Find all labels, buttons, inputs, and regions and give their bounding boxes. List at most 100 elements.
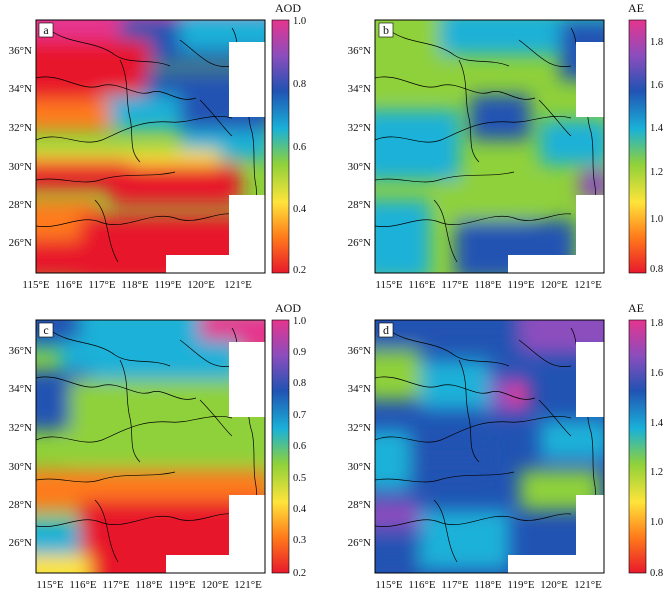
map-borders-c — [36, 327, 265, 569]
y-tick-label: 32°N — [9, 122, 32, 134]
x-axis-c: 115°E 116°E 117°E 118°E 119°E 120°E 121°… — [36, 579, 262, 591]
panel-tag: d — [383, 323, 389, 337]
y-tick-label: 26°N — [9, 537, 32, 549]
colorbar-title: AOD — [275, 301, 301, 315]
colorbar-tick: 0.2 — [293, 265, 306, 276]
colorbar-tick: 1.2 — [650, 167, 663, 178]
colorbar-title: AE — [628, 1, 644, 15]
colorbar-tick: 1.6 — [650, 80, 663, 91]
y-tick-label: 34°N — [348, 83, 371, 95]
x-tick-label: 115°E — [375, 579, 402, 591]
colorbar-c: AOD 1.0 0.9 0.8 0.7 0.6 0.5 0.4 0.3 0.2 — [271, 301, 307, 579]
colorbar-tick: 1.0 — [650, 214, 663, 225]
x-axis-a: 115°E 116°E 117°E 118°E 119°E 120°E 121°… — [22, 279, 252, 291]
x-axis-d: 115°E 116°E 117°E 118°E 119°E 120°E 121°… — [375, 579, 602, 591]
panel-tag: a — [43, 23, 49, 37]
x-tick-label: 116°E — [69, 579, 96, 591]
x-tick-label: 119°E — [168, 579, 195, 591]
colorbar-tick: 1.0 — [293, 316, 306, 327]
panel-b: b 115°E 116°E 117°E 118°E 119°E 120°E 12… — [348, 1, 664, 291]
colorbar-d: AE 1.8 1.6 1.4 1.2 1.0 0.8 — [628, 301, 664, 579]
x-tick-label: 116°E — [55, 279, 82, 291]
y-tick-label: 26°N — [9, 237, 32, 249]
x-tick-label: 121°E — [234, 579, 262, 591]
panel-tag-box — [38, 22, 54, 38]
y-tick-label: 28°N — [348, 199, 371, 211]
colorbar-gradient — [271, 19, 290, 274]
panel-c: c 115°E 116°E 117°E 118°E 119°E 120°E 12… — [9, 301, 307, 591]
colorbar-tick: 1.8 — [650, 318, 663, 329]
colorbar-tick: 0.8 — [650, 264, 663, 275]
colorbar-tick: 0.3 — [293, 535, 306, 546]
panel-tag: c — [43, 323, 48, 337]
colorbar-tick: 0.8 — [293, 79, 306, 90]
x-tick-label: 119°E — [507, 279, 534, 291]
y-tick-label: 28°N — [348, 499, 371, 511]
y-tick-label: 34°N — [9, 383, 32, 395]
y-tick-label: 28°N — [9, 499, 32, 511]
colorbar-gradient — [628, 19, 647, 274]
y-tick-label: 36°N — [348, 345, 371, 357]
colorbar-gradient — [271, 319, 290, 574]
x-tick-label: 115°E — [36, 579, 63, 591]
panel-frame — [35, 319, 266, 574]
y-tick-label: 30°N — [348, 461, 371, 473]
colorbar-tick: 0.9 — [293, 347, 306, 358]
colorbar-tick: 0.4 — [293, 504, 307, 515]
land-mask — [508, 555, 578, 573]
colorbar-tick: 0.8 — [293, 378, 306, 389]
y-tick-label: 36°N — [9, 45, 32, 57]
colorbar-tick: 0.7 — [293, 410, 306, 421]
panel-tag-box — [38, 322, 54, 338]
colorbar-tick: 0.4 — [293, 204, 307, 215]
colorbar-tick: 1.0 — [650, 517, 663, 528]
x-tick-label: 115°E — [22, 279, 49, 291]
panel-frame — [35, 19, 266, 274]
x-tick-label: 118°E — [474, 579, 501, 591]
x-tick-label: 117°E — [441, 579, 468, 591]
land-mask — [229, 42, 265, 117]
x-tick-label: 120°E — [187, 279, 215, 291]
panel-d: d 115°E 116°E 117°E 118°E 119°E 120°E 12… — [348, 301, 664, 591]
y-tick-label: 36°N — [348, 45, 371, 57]
colorbar-title: AE — [628, 301, 644, 315]
colorbar-tick: 1.4 — [650, 418, 664, 429]
x-tick-label: 116°E — [408, 279, 435, 291]
land-mask — [166, 555, 236, 573]
y-tick-label: 36°N — [9, 345, 32, 357]
colorbar-tick: 1.8 — [650, 37, 663, 48]
y-axis-b: 36°N 34°N 32°N 30°N 28°N 26°N — [348, 45, 371, 249]
x-tick-label: 119°E — [507, 579, 534, 591]
panel-tag-box — [378, 322, 394, 338]
x-tick-label: 120°E — [201, 579, 229, 591]
colorbar-tick: 0.2 — [293, 568, 306, 579]
y-tick-label: 26°N — [348, 237, 371, 249]
land-mask — [576, 342, 604, 417]
x-tick-label: 117°E — [441, 279, 468, 291]
colorbar-tick: 0.6 — [293, 142, 306, 153]
colorbar-tick: 0.5 — [293, 473, 306, 484]
y-axis-a: 36°N 34°N 32°N 30°N 28°N 26°N — [9, 45, 32, 249]
land-mask — [508, 255, 578, 273]
y-tick-label: 28°N — [9, 199, 32, 211]
y-tick-label: 34°N — [348, 383, 371, 395]
x-tick-label: 117°E — [88, 279, 115, 291]
y-tick-label: 30°N — [9, 161, 32, 173]
colorbar-b: AE 1.8 1.6 1.4 1.2 1.0 0.8 — [628, 1, 664, 275]
land-mask — [166, 255, 236, 273]
colorbar-tick: 0.8 — [650, 568, 663, 579]
land-mask — [576, 195, 604, 273]
y-tick-label: 30°N — [348, 161, 371, 173]
x-tick-label: 120°E — [540, 579, 568, 591]
colorbar-title: AOD — [275, 1, 301, 15]
land-mask — [229, 342, 265, 417]
y-tick-label: 26°N — [348, 537, 371, 549]
panel-tag-box — [378, 22, 394, 38]
map-field-b — [375, 20, 604, 273]
y-tick-label: 32°N — [348, 422, 371, 434]
x-tick-label: 118°E — [135, 579, 162, 591]
x-tick-label: 115°E — [375, 279, 402, 291]
land-mask — [576, 495, 604, 573]
land-mask — [576, 42, 604, 117]
